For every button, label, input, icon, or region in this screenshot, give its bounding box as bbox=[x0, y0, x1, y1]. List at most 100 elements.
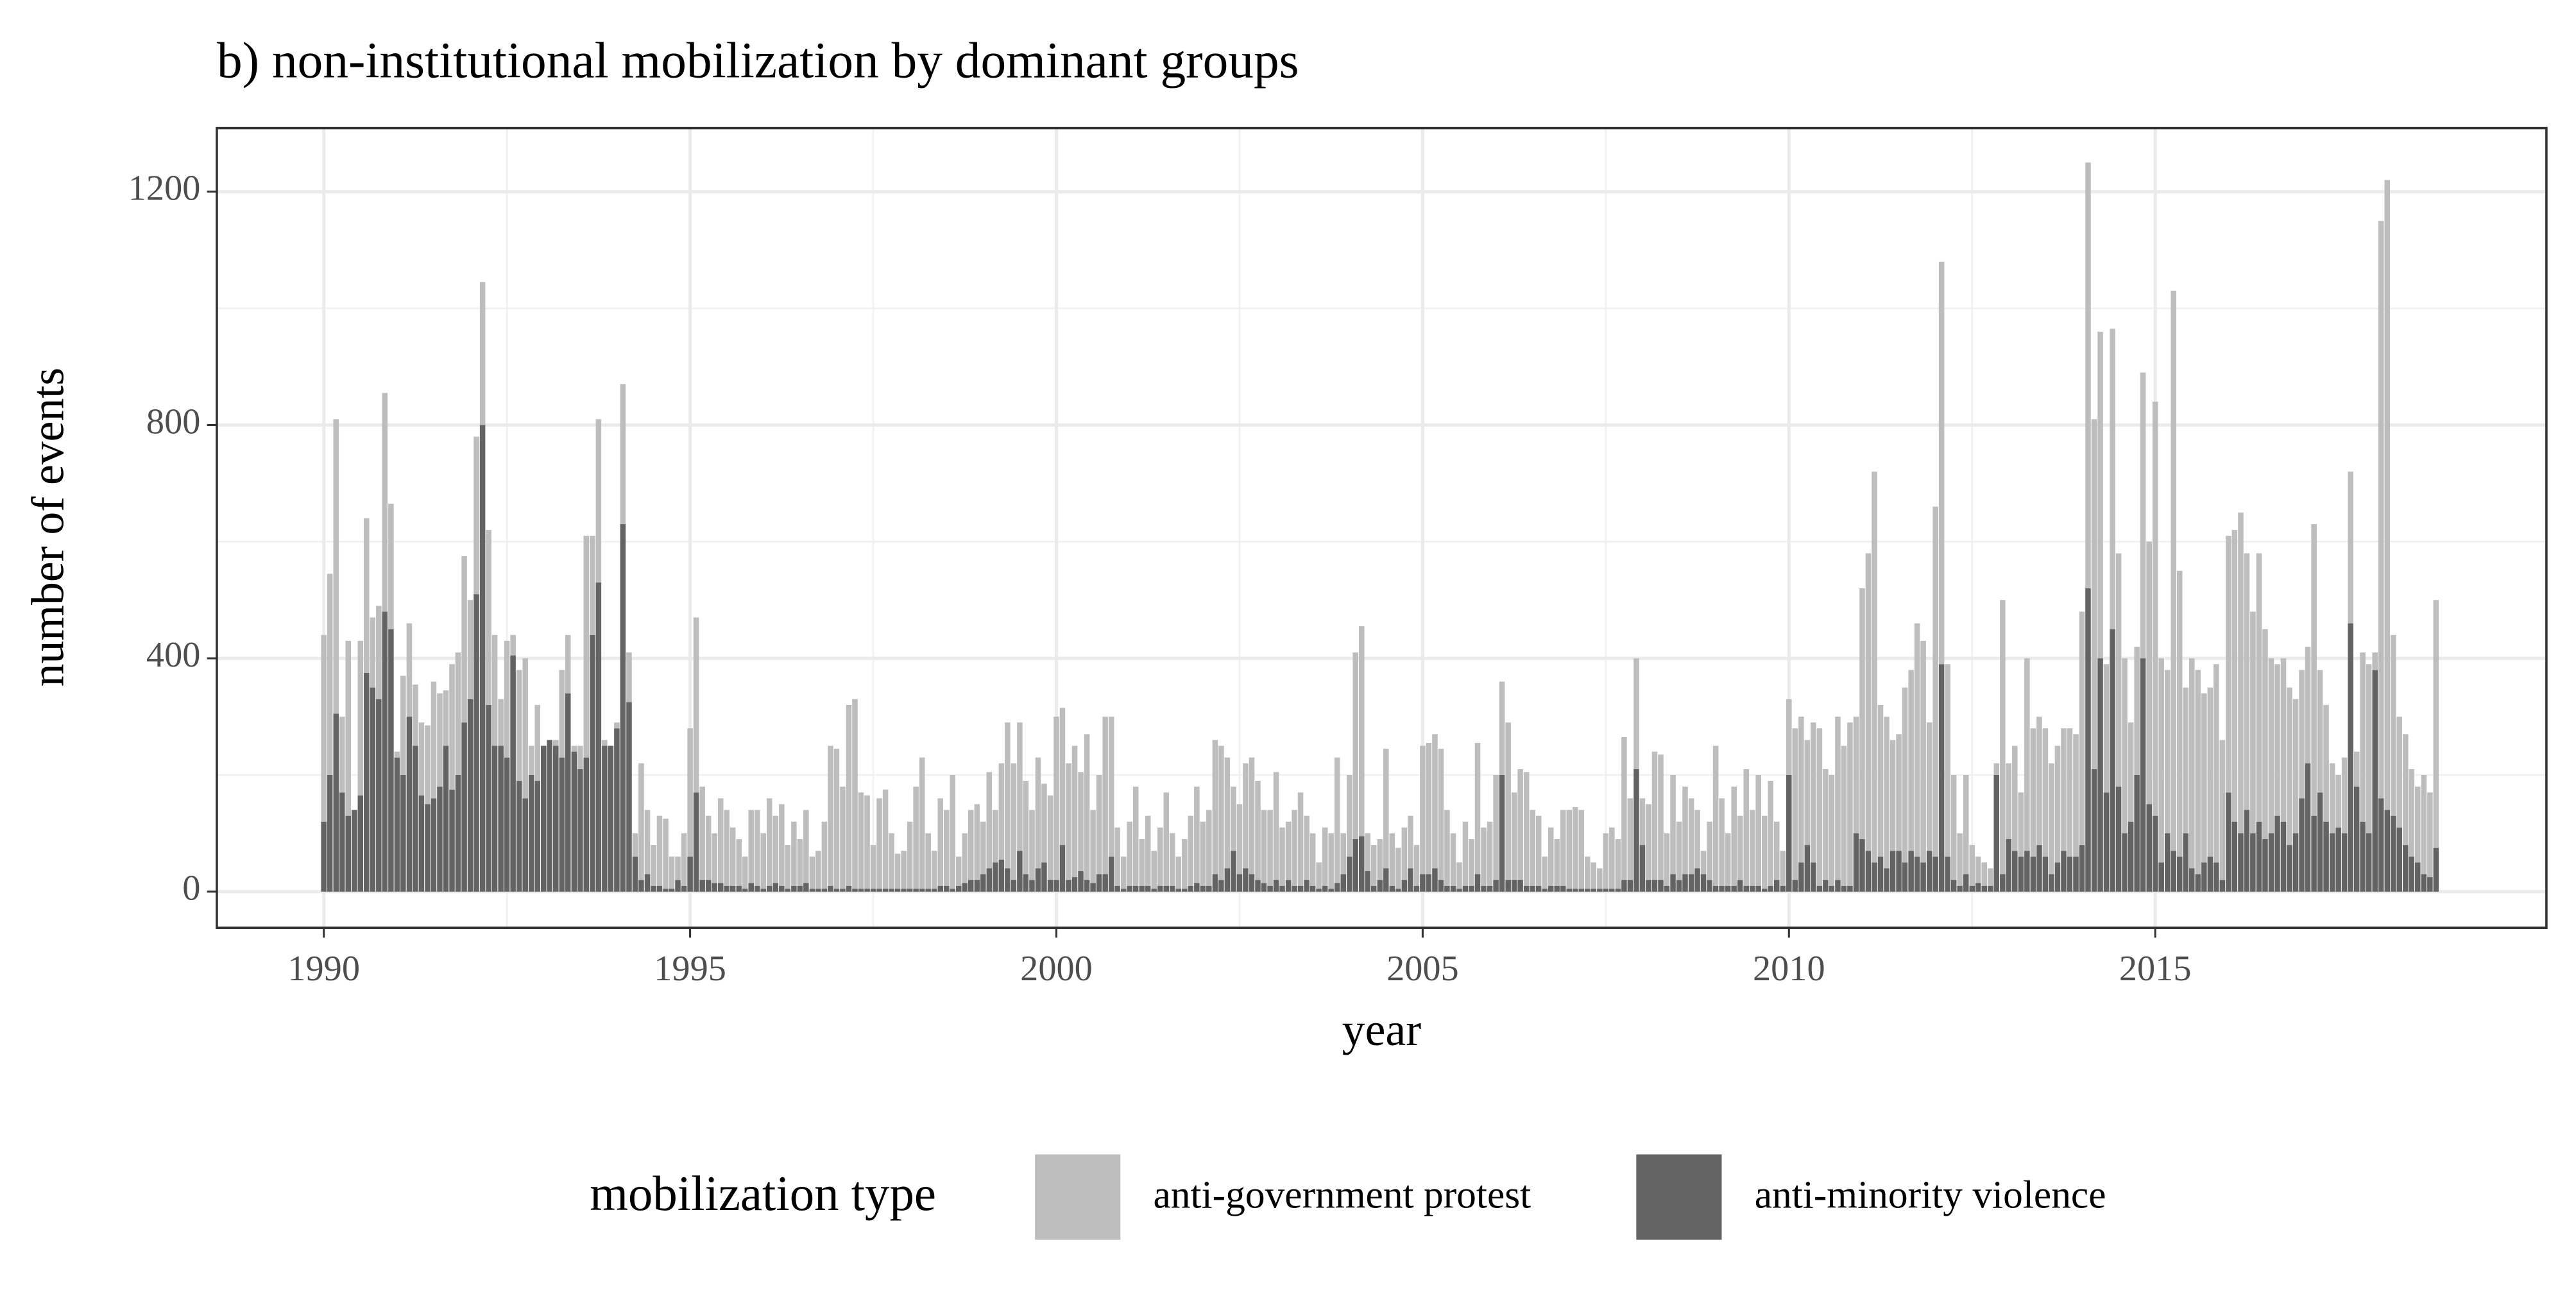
bar-segment bbox=[1151, 889, 1157, 892]
bar-segment bbox=[1896, 734, 1902, 851]
bar-segment bbox=[376, 699, 382, 892]
bar-segment bbox=[1707, 821, 1712, 880]
bar-segment bbox=[1370, 885, 1377, 892]
bar-segment bbox=[858, 889, 864, 892]
bar-segment bbox=[821, 889, 828, 892]
bar-segment bbox=[2366, 833, 2372, 892]
bar-segment bbox=[2030, 728, 2036, 857]
bar-segment bbox=[357, 640, 364, 796]
bar-segment bbox=[449, 789, 455, 892]
bar-segment bbox=[364, 672, 370, 892]
bar-segment bbox=[1023, 781, 1029, 874]
bar-segment bbox=[712, 883, 717, 892]
bar-segment bbox=[1420, 745, 1426, 874]
bar-segment bbox=[2201, 862, 2207, 892]
bar-segment bbox=[364, 518, 370, 673]
bar-segment bbox=[443, 690, 449, 746]
bar-segment bbox=[486, 530, 491, 705]
bar-segment bbox=[1047, 880, 1053, 892]
bar-segment bbox=[833, 889, 840, 892]
bar-segment bbox=[1175, 889, 1182, 892]
bar-segment bbox=[1835, 717, 1841, 880]
bar-segment bbox=[956, 885, 962, 892]
bar-segment bbox=[2042, 728, 2049, 857]
bar-segment bbox=[321, 821, 327, 892]
bar-segment bbox=[1865, 851, 1872, 892]
bar-segment bbox=[1334, 883, 1340, 892]
bar-segment bbox=[803, 883, 809, 892]
bar-segment bbox=[1651, 751, 1658, 880]
bar-segment bbox=[1285, 880, 1292, 892]
bar-segment bbox=[1554, 885, 1560, 892]
bar-segment bbox=[1200, 821, 1206, 886]
bar-segment bbox=[809, 889, 815, 892]
bar-segment bbox=[651, 845, 656, 886]
bar-segment bbox=[620, 384, 626, 525]
bar-segment bbox=[968, 810, 974, 880]
bar-segment bbox=[2183, 833, 2189, 892]
bar-segment bbox=[1438, 749, 1444, 880]
bar-segment bbox=[1755, 774, 1761, 886]
bar-segment bbox=[2219, 880, 2226, 892]
bar-segment bbox=[2226, 536, 2231, 793]
bar-segment bbox=[2323, 704, 2329, 822]
bar-segment bbox=[1157, 885, 1163, 892]
bar-segment bbox=[1005, 868, 1011, 892]
bar-segment bbox=[693, 617, 699, 793]
bar-segment bbox=[993, 862, 998, 892]
bar-segment bbox=[1889, 851, 1896, 892]
bar-segment bbox=[2049, 874, 2054, 892]
bar-segment bbox=[2152, 402, 2158, 816]
bar-segment bbox=[1914, 856, 1920, 892]
bar-segment bbox=[498, 745, 504, 892]
bar-segment bbox=[809, 856, 815, 889]
bar-segment bbox=[1212, 740, 1218, 874]
bar-segment bbox=[1096, 774, 1102, 874]
y-tick-label: 1200 bbox=[128, 169, 201, 209]
bar-segment bbox=[1487, 885, 1493, 892]
bar-segment bbox=[1505, 722, 1511, 880]
bar-segment bbox=[2140, 658, 2146, 892]
bar-segment bbox=[461, 556, 467, 723]
bar-segment bbox=[1804, 740, 1811, 846]
bar-segment bbox=[2250, 833, 2256, 892]
bar-segment bbox=[1926, 722, 1932, 851]
bar-segment bbox=[2287, 687, 2292, 846]
plot-border bbox=[216, 126, 2548, 929]
bar-segment bbox=[2396, 827, 2403, 892]
bar-segment bbox=[473, 594, 479, 892]
bar-segment bbox=[974, 804, 980, 880]
bar-segment bbox=[1499, 774, 1505, 892]
bar-segment bbox=[864, 795, 870, 889]
bar-segment bbox=[2274, 664, 2280, 816]
bar-segment bbox=[828, 745, 833, 886]
bar-segment bbox=[1334, 757, 1340, 883]
bar-segment bbox=[388, 504, 394, 629]
bar-segment bbox=[1255, 880, 1261, 892]
bar-segment bbox=[1120, 889, 1127, 892]
bar-segment bbox=[2061, 728, 2067, 851]
bar-segment bbox=[1151, 851, 1157, 889]
bar-segment bbox=[1517, 880, 1523, 892]
bar-segment bbox=[1597, 868, 1603, 889]
bar-segment bbox=[1719, 885, 1725, 892]
bar-segment bbox=[455, 652, 461, 775]
bar-segment bbox=[1646, 804, 1651, 880]
bar-segment bbox=[1487, 821, 1493, 886]
bar-segment bbox=[846, 885, 852, 892]
bar-segment bbox=[1572, 889, 1578, 892]
bar-segment bbox=[1408, 868, 1413, 892]
bar-segment bbox=[1322, 885, 1328, 892]
bar-segment bbox=[1053, 880, 1059, 892]
bar-segment bbox=[1786, 699, 1792, 775]
bar-segment bbox=[602, 740, 608, 746]
bar-segment bbox=[1127, 885, 1132, 892]
bar-segment bbox=[626, 652, 632, 702]
bar-segment bbox=[1370, 845, 1377, 886]
bar-segment bbox=[1853, 717, 1859, 833]
bar-segment bbox=[1841, 745, 1847, 886]
bar-segment bbox=[1292, 810, 1297, 886]
bar-segment bbox=[980, 874, 986, 892]
bar-segment bbox=[632, 833, 638, 857]
bar-segment bbox=[1206, 810, 1212, 886]
